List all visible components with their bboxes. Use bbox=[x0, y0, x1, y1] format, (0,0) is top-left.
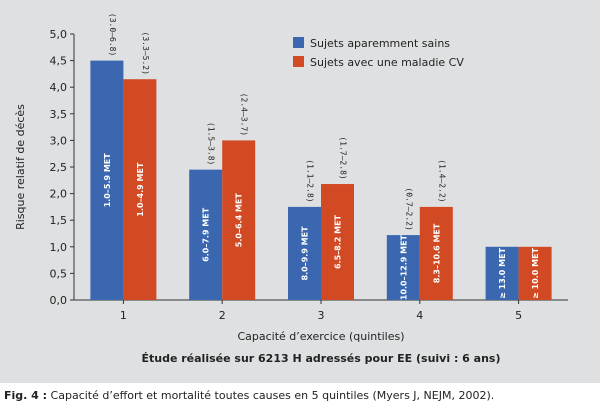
y-tick-label: 3,5 bbox=[50, 108, 68, 121]
met-label: ≥ 10.0 MET bbox=[531, 247, 540, 298]
y-tick-label: 5,0 bbox=[50, 28, 68, 41]
bar bbox=[90, 60, 124, 300]
y-tick-label: 1,5 bbox=[50, 214, 68, 227]
bar bbox=[321, 184, 354, 300]
met-label: 8.0–9.9 MET bbox=[301, 226, 310, 281]
chart-subtitle: Étude réalisée sur 6213 H adressés pour … bbox=[141, 352, 500, 365]
ci-label: (1.7–2.8) bbox=[339, 136, 348, 179]
met-label: 8.3–10.6 MET bbox=[432, 223, 441, 283]
y-tick-label: 2,5 bbox=[50, 161, 68, 174]
x-axis-title: Capacité d’exercice (quintiles) bbox=[237, 330, 404, 343]
ci-label: (1.1–2.8) bbox=[306, 159, 315, 202]
y-tick-label: 0,5 bbox=[50, 267, 68, 280]
ci-label: (0.7–2.2) bbox=[404, 187, 413, 230]
met-label: 1.0–5.9 MET bbox=[103, 153, 112, 208]
ci-label: (1.4–2.2) bbox=[437, 159, 446, 202]
bar bbox=[419, 206, 453, 300]
x-tick-label: 3 bbox=[318, 309, 325, 322]
legend-swatch-series-2 bbox=[293, 56, 304, 67]
y-tick-label: 4,5 bbox=[50, 55, 68, 68]
bar bbox=[485, 246, 519, 300]
y-tick-label: 3,0 bbox=[50, 134, 68, 147]
met-label: 10.0–12.9 MET bbox=[399, 234, 408, 300]
y-tick-label: 0,0 bbox=[50, 294, 68, 307]
met-label: ≥ 13.0 MET bbox=[498, 247, 507, 298]
ci-label: (1.5–3.8) bbox=[207, 122, 216, 165]
ci-label: (2.4–3.7) bbox=[240, 93, 249, 136]
met-label: 5.0–6.4 MET bbox=[235, 193, 244, 248]
x-tick-label: 4 bbox=[416, 309, 423, 322]
x-tick-label: 5 bbox=[515, 309, 522, 322]
legend-label-series-2: Sujets avec une maladie CV bbox=[310, 56, 464, 69]
y-ticks: 0,0 0,5 1,0 1,5 2,0 2,5 3,0 3,5 4,0 4,5 5,0 bbox=[50, 28, 74, 307]
legend: Sujets aparemment sains Sujets avec une … bbox=[293, 37, 464, 69]
y-axis-title: Risque relatif de décès bbox=[14, 104, 27, 230]
bar bbox=[518, 246, 552, 300]
met-label: 1.0–4.9 MET bbox=[136, 162, 145, 217]
figure-caption: Fig. 4 : Capacité d’effort et mortalité … bbox=[4, 389, 494, 402]
bar bbox=[386, 235, 420, 300]
confidence-interval-labels: (3.0–6.8) (1.5–3.8) (1.1–2.8) (0.7–2.2) (3.3… bbox=[108, 13, 446, 231]
y-tick-label: 4,0 bbox=[50, 81, 68, 94]
ci-label: (3.3–5.2) bbox=[141, 32, 150, 75]
x-tick-label: 2 bbox=[219, 309, 226, 322]
bar bbox=[123, 79, 157, 300]
bars bbox=[90, 60, 552, 300]
caption-text: Capacité d’effort et mortalité toutes ca… bbox=[47, 389, 495, 402]
met-label: 6.5–8.2 MET bbox=[334, 214, 343, 269]
x-tick-label: 1 bbox=[120, 309, 127, 322]
legend-label-series-1: Sujets aparemment sains bbox=[310, 37, 450, 50]
bar bbox=[189, 169, 223, 300]
y-tick-label: 2,0 bbox=[50, 188, 68, 201]
caption-prefix: Fig. 4 : bbox=[4, 389, 48, 402]
x-ticks: 1 2 3 4 5 bbox=[120, 300, 522, 322]
met-label: 6.0–7.9 MET bbox=[202, 207, 211, 262]
ci-label: (3.0–6.8) bbox=[108, 13, 117, 56]
met-labels: 1.0–5.9 MET 6.0–7.9 MET 8.0–9.9 MET 10.0–12… bbox=[103, 153, 540, 300]
y-tick-label: 1,0 bbox=[50, 241, 68, 254]
bar bbox=[222, 140, 256, 300]
bar bbox=[288, 206, 321, 300]
legend-swatch-series-1 bbox=[293, 37, 304, 48]
